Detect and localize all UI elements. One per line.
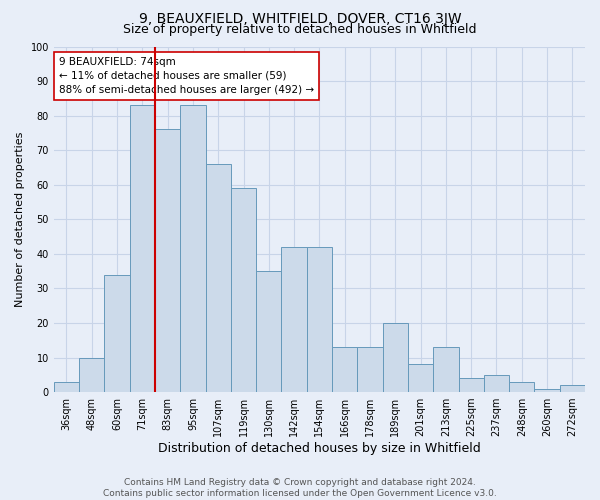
Bar <box>104 274 130 392</box>
Bar <box>535 388 560 392</box>
Text: Contains HM Land Registry data © Crown copyright and database right 2024.
Contai: Contains HM Land Registry data © Crown c… <box>103 478 497 498</box>
Bar <box>433 347 458 392</box>
Bar <box>79 358 104 392</box>
X-axis label: Distribution of detached houses by size in Whitfield: Distribution of detached houses by size … <box>158 442 481 455</box>
Y-axis label: Number of detached properties: Number of detached properties <box>15 132 25 307</box>
Bar <box>130 105 155 392</box>
Text: 9 BEAUXFIELD: 74sqm
← 11% of detached houses are smaller (59)
88% of semi-detach: 9 BEAUXFIELD: 74sqm ← 11% of detached ho… <box>59 57 314 95</box>
Bar <box>231 188 256 392</box>
Bar <box>155 130 180 392</box>
Text: 9, BEAUXFIELD, WHITFIELD, DOVER, CT16 3JW: 9, BEAUXFIELD, WHITFIELD, DOVER, CT16 3J… <box>139 12 461 26</box>
Bar <box>408 364 433 392</box>
Bar <box>458 378 484 392</box>
Bar <box>509 382 535 392</box>
Bar <box>560 385 585 392</box>
Bar <box>332 347 358 392</box>
Bar <box>281 247 307 392</box>
Bar <box>383 323 408 392</box>
Bar <box>484 375 509 392</box>
Bar <box>54 382 79 392</box>
Bar <box>180 105 206 392</box>
Bar <box>307 247 332 392</box>
Bar <box>256 271 281 392</box>
Bar <box>206 164 231 392</box>
Text: Size of property relative to detached houses in Whitfield: Size of property relative to detached ho… <box>123 22 477 36</box>
Bar <box>358 347 383 392</box>
